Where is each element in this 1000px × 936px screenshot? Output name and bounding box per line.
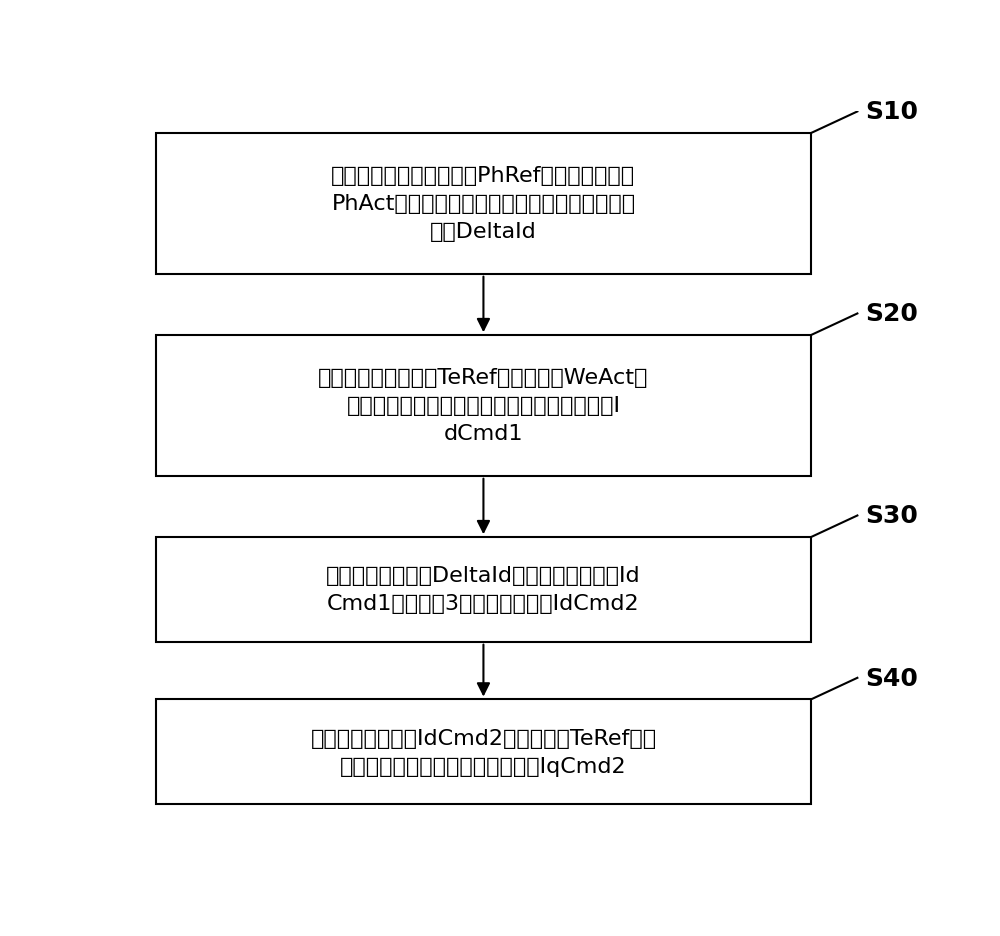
Text: S40: S40 xyxy=(865,666,918,690)
Bar xyxy=(156,134,811,274)
Text: 根据目标直轴电流IdCmd2和目标扭矩TeRef查询
预先标定的表二获取目标交轴电流IqCmd2: 根据目标直轴电流IdCmd2和目标扭矩TeRef查询 预先标定的表二获取目标交轴… xyxy=(310,728,656,776)
Text: S10: S10 xyxy=(865,100,918,124)
Text: 根据电机的目标发热功率PhRef和实际发热功率
PhAct实时获取闭环控制方式所对应的直轴电流
增量DeltaId: 根据电机的目标发热功率PhRef和实际发热功率 PhAct实时获取闭环控制方式所… xyxy=(331,167,636,242)
Text: S20: S20 xyxy=(865,302,918,326)
Bar xyxy=(156,537,811,642)
Bar xyxy=(156,700,811,804)
Bar xyxy=(156,336,811,476)
Text: 根据电机的目标扭矩TeRef和实际转速WeAct查
询预先标定的表一获取对应的直轴电流查表值I
dCmd1: 根据电机的目标扭矩TeRef和实际转速WeAct查 询预先标定的表一获取对应的直… xyxy=(318,368,649,444)
Text: 根据直轴电流增量DeltaId和直轴电流查表值Id
Cmd1获取电机3的目标直轴电流IdCmd2: 根据直轴电流增量DeltaId和直轴电流查表值Id Cmd1获取电机3的目标直轴… xyxy=(326,566,641,614)
Text: S30: S30 xyxy=(865,504,918,528)
